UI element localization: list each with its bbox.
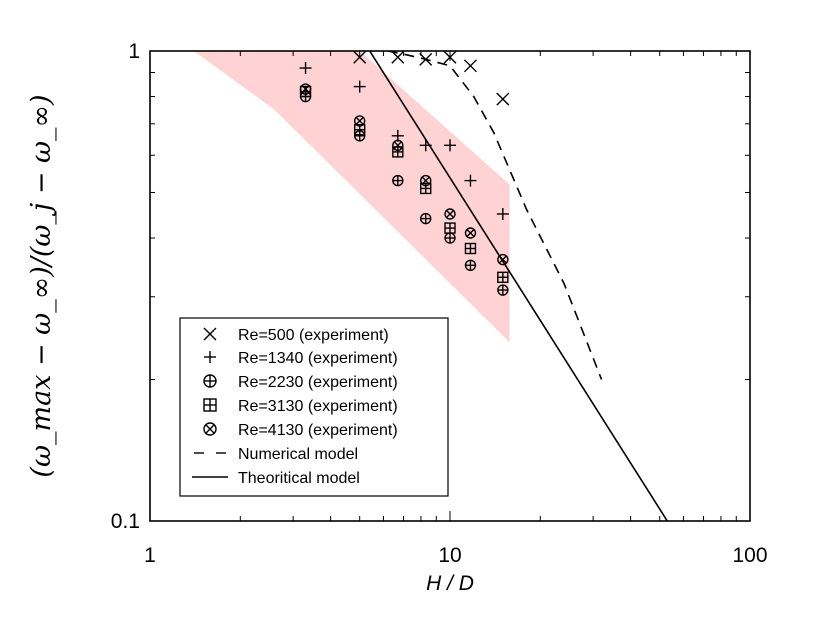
legend-symbol-square-plus (203, 398, 217, 412)
data-point-re-500 (391, 50, 405, 64)
data-point-re-2230 (464, 259, 477, 271)
legend-label-numerical: Numerical model (238, 446, 358, 463)
y-tick-label-1: 1 (128, 40, 140, 63)
numerical-model-line (387, 51, 603, 380)
data-point-re-4130 (497, 253, 509, 266)
data-point-re-2230 (444, 232, 456, 244)
x-tick-label-100: 100 (732, 544, 767, 567)
legend-label-theoretical: Theoritical model (238, 470, 360, 487)
data-point-re-1340 (299, 62, 312, 75)
legend-symbol-plus (204, 351, 216, 363)
data-point-re-3130 (392, 146, 404, 158)
data-point-re-500 (443, 50, 457, 64)
data-point-re-500 (353, 50, 367, 64)
data-point-re-2230 (392, 174, 404, 187)
data-point-re-4130 (392, 139, 404, 152)
x-tick-label-1: 1 (144, 544, 156, 567)
legend-label-re4130: Re=4130 (experiment) (238, 422, 398, 439)
data-point-re-3130 (464, 242, 477, 255)
data-point-re-1340 (419, 139, 432, 152)
shaded-region (193, 51, 510, 343)
data-point-re-3130 (444, 222, 456, 234)
data-point-re-1340 (496, 207, 509, 220)
legend-label-re1340: Re=1340 (experiment) (238, 350, 398, 367)
data-point-re-1340 (444, 139, 456, 152)
data-point-re-2230 (497, 284, 509, 296)
x-tick-label-10: 10 (438, 544, 461, 567)
legend-label-re500: Re=500 (experiment) (238, 327, 389, 344)
theoretical-model-line (369, 51, 668, 521)
legend-symbol-x (203, 327, 217, 341)
data-point-re-4130 (299, 83, 312, 95)
plot-frame (149, 50, 751, 522)
legend-symbol-circle-x (203, 422, 217, 436)
data-point-re-4130 (420, 174, 432, 187)
data-point-re-500 (463, 59, 477, 73)
data-point-re-500 (496, 92, 510, 106)
x-axis-label: H / D (426, 572, 474, 595)
legend-symbol-circle-plus (203, 374, 217, 388)
legend-box (179, 317, 449, 497)
legend: Re=500 (experiment) Re=1340 (experiment)… (179, 317, 449, 497)
data-point-re-500 (419, 52, 433, 66)
legend-label-re2230: Re=2230 (experiment) (238, 374, 398, 391)
data-point-re-4130 (353, 115, 366, 127)
data-point-re-1340 (464, 174, 477, 187)
data-point-re-1340 (353, 80, 366, 93)
data-point-re-3130 (497, 271, 509, 283)
y-tick-label-0-1: 0.1 (111, 510, 140, 533)
data-point-re-4130 (464, 227, 477, 239)
data-point-re-2230 (420, 212, 432, 225)
legend-label-re3130: Re=3130 (experiment) (238, 398, 398, 415)
y-axis-label: (ω_max − ω_∞)/(ω_j − ω_∞) (26, 94, 57, 477)
data-point-re-4130 (444, 208, 456, 220)
